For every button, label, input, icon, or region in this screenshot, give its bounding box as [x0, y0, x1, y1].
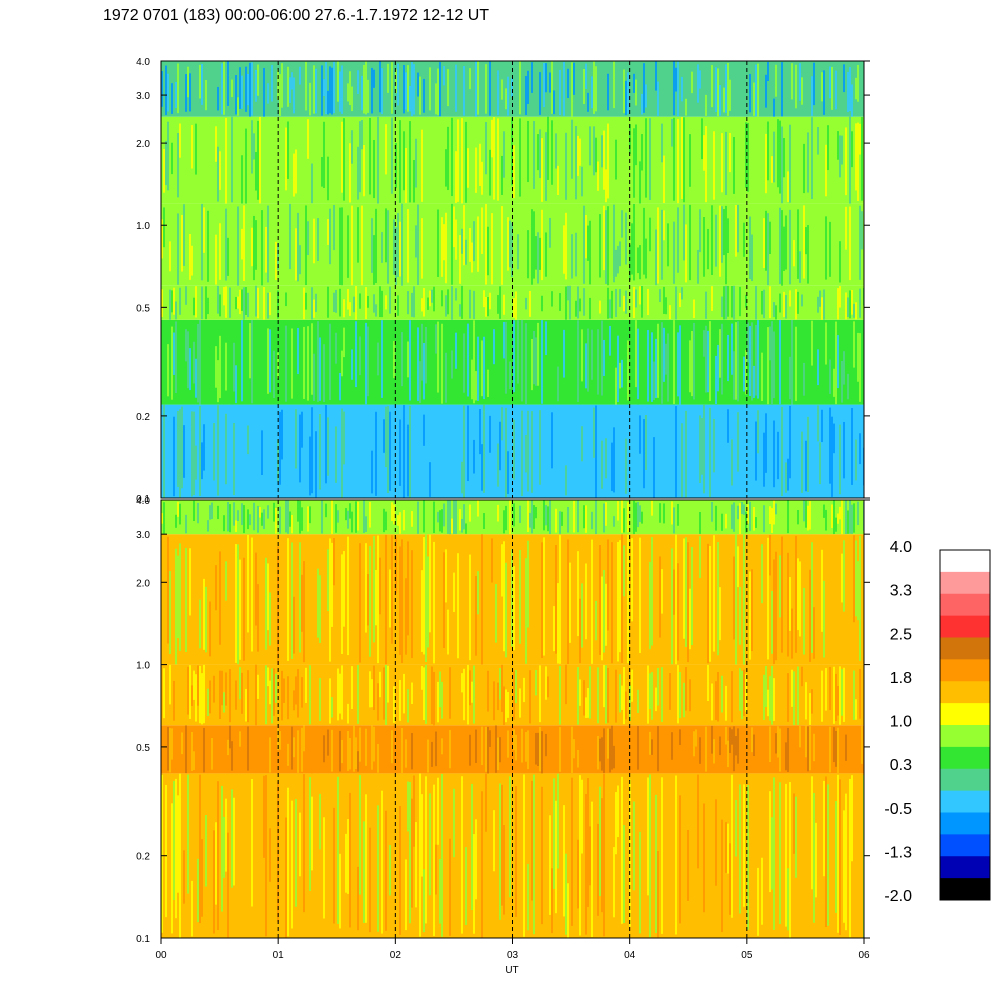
- colorbar-swatch: [940, 834, 990, 857]
- colorbar-label: 1.0: [890, 714, 912, 731]
- texture-upper-1: [167, 319, 861, 405]
- colorbar: 4.0 3.3 2.5 1.8 1.0 0.3 -0.5 -1.3 -2.0: [884, 539, 991, 905]
- colorbar-swatch: [940, 681, 990, 704]
- colorbar-swatch: [940, 768, 990, 792]
- x-tick-label: 03: [507, 950, 519, 961]
- colorbar-swatch: [940, 593, 990, 617]
- x-tick-label: 00: [155, 950, 167, 961]
- colorbar-swatch: [940, 878, 990, 901]
- y-tick-label: 0.2: [136, 852, 150, 863]
- colorbar-swatch: [940, 790, 990, 813]
- colorbar-swatch: [940, 703, 990, 726]
- texture-lower-2: [163, 664, 861, 726]
- texture-lower-1: [167, 725, 863, 774]
- y-tick-label: 3.0: [136, 91, 150, 102]
- colorbar-swatch: [940, 725, 990, 748]
- colorbar-label: -2.0: [884, 888, 912, 905]
- colorbar-swatch: [940, 746, 990, 770]
- y-tick-label: 4.0: [136, 496, 150, 507]
- y-tick-label: 2.0: [136, 578, 150, 589]
- x-tick-label: 04: [624, 950, 636, 961]
- y-tick-label: 4.0: [136, 57, 150, 68]
- y-tick-label: 1.0: [136, 661, 150, 672]
- colorbar-label: 4.0: [890, 539, 912, 556]
- lower-panel: 0.1 0.2 0.5 1.0 2.0 3.0 4.0: [136, 496, 870, 945]
- colorbar-label: 3.3: [890, 583, 912, 600]
- texture-lower-0: [161, 773, 864, 938]
- texture-upper-3: [161, 203, 863, 286]
- chart-title: 1972 0701 (183) 00:00-06:00 27.6.-1.7.19…: [103, 7, 489, 24]
- colorbar-label: 1.8: [890, 670, 912, 687]
- x-tick-label: 02: [390, 950, 402, 961]
- x-axis: 00 01 02 03 04 05 06: [155, 938, 870, 961]
- texture-upper-4: [163, 116, 863, 204]
- texture-upper-2: [161, 285, 864, 320]
- texture-upper-5: [161, 61, 859, 117]
- colorbar-label: 2.5: [890, 626, 912, 643]
- colorbar-swatch: [940, 550, 990, 573]
- colorbar-swatch: [940, 812, 990, 835]
- colorbar-swatch: [940, 856, 990, 879]
- colorbar-swatch: [940, 615, 990, 638]
- colorbar-swatch: [940, 571, 990, 595]
- y-tick-label: 0.5: [136, 303, 150, 314]
- colorbar-label: -0.5: [884, 801, 912, 818]
- y-tick-label: 0.1: [136, 494, 150, 505]
- texture-lower-3: [167, 534, 861, 665]
- colorbar-swatch: [940, 659, 990, 682]
- x-tick-label: 01: [273, 950, 285, 961]
- y-tick-label: 1.0: [136, 221, 150, 232]
- x-axis-label: UT: [505, 965, 518, 976]
- colorbar-swatch: [940, 637, 990, 660]
- x-tick-label: 05: [741, 950, 753, 961]
- colorbar-label: -1.3: [884, 844, 912, 861]
- upper-panel: 0.1 0.2 0.5 1.0 2.0 3.0 4.0: [136, 57, 870, 505]
- y-tick-label: 0.1: [136, 934, 150, 945]
- texture-lower-4: [161, 500, 864, 535]
- y-tick-label: 0.5: [136, 743, 150, 754]
- y-tick-label: 3.0: [136, 530, 150, 541]
- colorbar-label: 0.3: [890, 757, 912, 774]
- y-tick-label: 0.2: [136, 412, 150, 423]
- colorbar-frame: [939, 549, 991, 901]
- x-tick-label: 06: [858, 950, 870, 961]
- y-tick-label: 2.0: [136, 139, 150, 150]
